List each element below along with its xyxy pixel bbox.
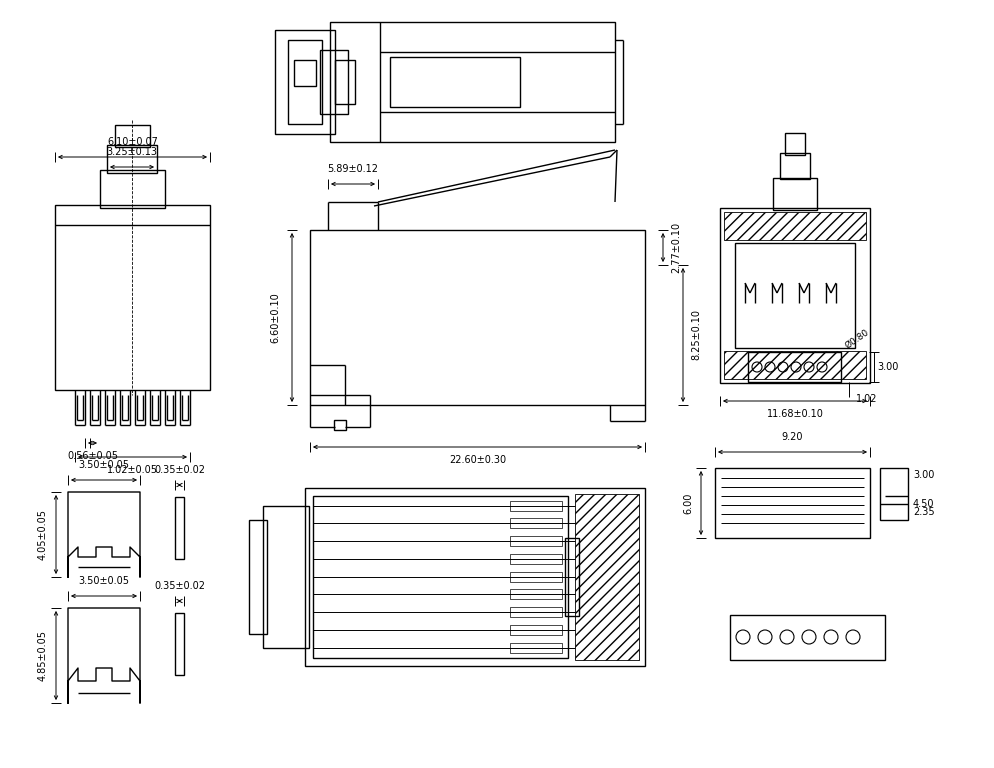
Text: 3.25±0.13: 3.25±0.13 [106,147,157,157]
Bar [772,178,816,210]
Bar [320,50,348,114]
Bar [784,133,804,155]
Text: 1.02±0.05: 1.02±0.05 [107,465,158,475]
Bar [100,170,165,208]
Text: 4.50: 4.50 [912,499,933,509]
Bar [510,572,562,582]
Bar [735,243,854,348]
Bar [724,212,865,240]
Text: 4.05±0.05: 4.05±0.05 [38,509,48,560]
Bar [262,506,309,648]
Bar [335,60,355,104]
Text: 1.02: 1.02 [855,394,877,404]
Bar [55,205,210,390]
Text: 3.00: 3.00 [912,470,933,480]
Text: Ø0.80: Ø0.80 [842,327,870,350]
Bar [730,615,884,660]
Bar [510,625,562,635]
Text: 6.10±0.07: 6.10±0.07 [107,137,158,147]
Bar [175,497,184,559]
Text: 6.00: 6.00 [682,492,692,514]
Bar [310,230,644,405]
Bar [575,494,638,660]
Text: 0.56±0.05: 0.56±0.05 [67,451,118,461]
Text: 2.77±0.10: 2.77±0.10 [670,222,680,273]
Bar [510,518,562,528]
Text: 3.50±0.05: 3.50±0.05 [79,460,129,470]
Bar [510,554,562,564]
Bar [274,30,335,134]
Bar [879,468,908,520]
Bar [115,125,150,147]
Bar [724,351,865,379]
Bar [313,496,568,658]
Text: 0.35±0.02: 0.35±0.02 [154,465,205,475]
Bar [293,60,316,86]
Text: 22.60±0.30: 22.60±0.30 [448,455,506,465]
Text: 4.85±0.05: 4.85±0.05 [38,630,48,681]
Text: 3.00: 3.00 [876,362,898,372]
Bar [287,40,322,124]
Text: 2.35: 2.35 [912,507,933,517]
Bar [330,22,614,142]
Text: 9.20: 9.20 [781,432,802,442]
Text: 11.68±0.10: 11.68±0.10 [765,409,823,419]
Bar [510,643,562,653]
Text: 6.60±0.10: 6.60±0.10 [269,292,279,343]
Bar [510,607,562,617]
Bar [334,420,346,430]
Bar [305,488,644,666]
Bar [779,153,809,179]
Bar [175,613,184,675]
Bar [747,352,840,382]
Text: 0.35±0.02: 0.35±0.02 [154,581,205,591]
Bar [510,589,562,599]
Bar [715,468,869,538]
Bar [510,501,562,511]
Text: 5.89±0.12: 5.89±0.12 [327,164,378,174]
Bar [565,538,579,616]
Bar [510,536,562,546]
Text: 3.50±0.05: 3.50±0.05 [79,576,129,586]
Bar [390,57,520,107]
Bar [248,520,266,634]
Text: 8.25±0.10: 8.25±0.10 [690,310,701,360]
Bar [720,208,869,383]
Bar [107,145,157,173]
